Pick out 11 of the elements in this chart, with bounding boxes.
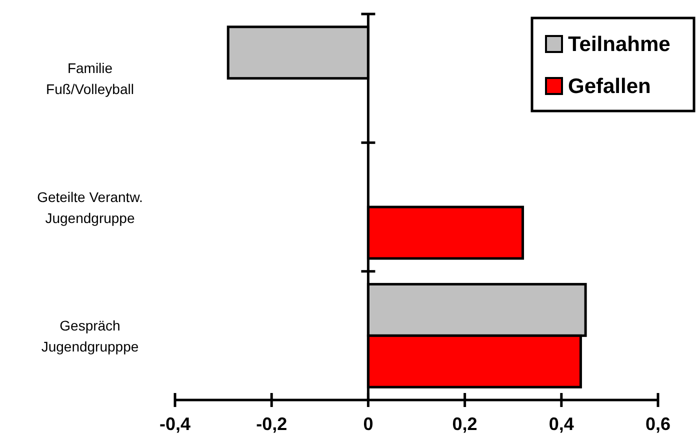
x-tick-label: 0,4 <box>548 414 574 434</box>
x-tick-label: -0,2 <box>256 414 288 434</box>
y-tick-label: Familie Fuß/Volleyball <box>46 60 134 98</box>
y-tick-label: Gespräch Jugendgrupppe <box>41 318 139 355</box>
y-tick-label: Geteilte Verantw. Jugendgruppe <box>37 188 143 226</box>
x-tick-label: 0,6 <box>645 414 671 434</box>
legend-label: Teilnahme <box>568 33 670 56</box>
x-tick-label: 0 <box>363 414 374 434</box>
legend-label: Gefallen <box>568 75 651 98</box>
x-tick-label: 0,2 <box>452 414 478 434</box>
x-tick-label: -0,4 <box>159 414 191 434</box>
